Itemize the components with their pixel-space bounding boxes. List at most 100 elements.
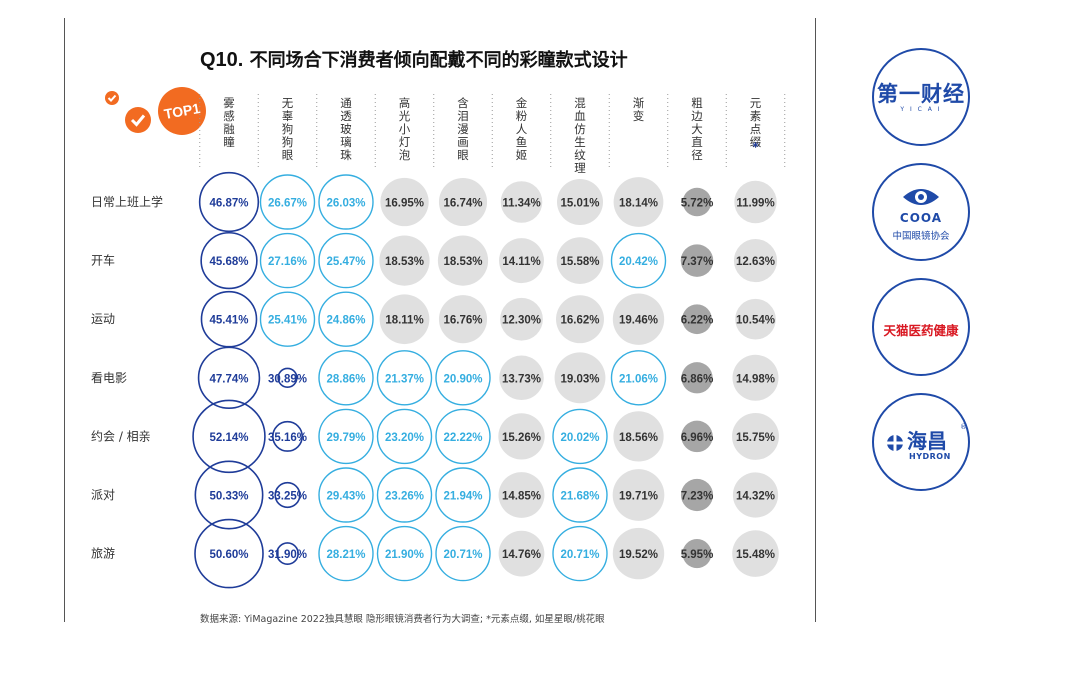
bubble-value-label: 16.74% [443,198,482,210]
bubble-value-label: 12.63% [736,256,775,268]
bubble-value-label: 16.62% [560,315,599,327]
bubble-value-label: 5.72% [681,198,714,210]
yicai-logo-text: 第一财经 [877,82,965,106]
top1-badge-label: TOP1 [163,100,202,122]
bubble-gray [500,297,543,341]
column-header-char: 珠 [340,148,352,162]
bubble-gray [498,530,545,577]
column-header-char: 生 [574,135,586,149]
left-border-line [64,18,65,622]
row-label: 日常上班上学 [91,194,163,209]
bubble-ring-top [194,518,264,589]
bubble-value-label: 18.53% [385,256,424,268]
bubble-value-label: 18.56% [619,432,658,444]
bubble-value-label: 14.11% [502,256,540,268]
bubble-value-label: 50.60% [209,549,248,561]
column-header-char: 直 [691,135,703,149]
column-header-char: 画 [457,135,469,149]
cooa-logo: COOA 中国眼镜协会 [872,163,970,261]
bubble-gray [499,355,544,401]
bubble-ring [552,525,608,582]
bubble-ring [552,467,608,523]
column-header-char: 小 [399,122,411,136]
bubble-ring-top [271,420,303,452]
bubble-gray-small [681,362,713,394]
bubble-gray-small [680,244,714,277]
bubble-value-label: 12.30% [502,315,541,327]
bubble-value-label: 47.74% [209,373,248,385]
bubble-value-label: 19.52% [619,549,658,561]
bubble-gray [379,294,430,345]
column-header-char: 变 [633,109,645,123]
column-header-char: 金 [516,96,528,110]
hydron-logo-sub: HYDRON [909,452,951,461]
top1-badge [158,87,206,135]
bubble-value-label: 21.06% [619,373,658,385]
bubble-value-label: 19.71% [619,491,658,503]
column-header-char: 鱼 [516,135,528,149]
bubble-ring [318,525,374,582]
column-header-char: 透 [340,109,352,123]
bubble-gray [734,180,777,224]
bubble-value-label: 16.76% [443,315,482,327]
bubble-value-label: 25.47% [326,256,365,268]
bubble-gray [612,293,665,345]
bubble-value-label: 21.90% [385,549,424,561]
bubble-ring [376,350,433,406]
bubble-value-label: 15.48% [736,549,775,561]
column-header: 渐变 [633,96,645,123]
column-header-char: 点 [750,122,762,136]
bubble-value-label: 45.68% [209,256,248,268]
cooa-logo-sub: 中国眼镜协会 [892,231,950,242]
bubble-gray [438,295,488,344]
bubble-value-label: 52.14% [209,432,248,444]
bubble-value-label: 18.11% [385,315,423,327]
column-header-char: 姬 [516,148,528,162]
bubble-value-label: 14.32% [736,491,775,503]
bubble-ring [318,408,374,465]
source-footnote: 数据来源: YiMagazine 2022独具慧眼 隐形眼镜消费者行为大调查; … [200,614,605,625]
bubble-value-label: 15.75% [736,432,775,444]
bubble-gray-small [682,304,712,335]
check-mark-icon [130,114,146,127]
bubble-gray [438,177,488,227]
bubble-value-label: 21.37% [385,373,424,385]
bubble-ring [552,408,608,465]
bubble-value-label: 14.85% [502,491,541,503]
small-check-mark [107,94,117,102]
bubble-gray [554,352,606,404]
yicai-logo: 第一财经 Y I C A I [872,48,970,146]
bubble-value-label: 28.86% [326,373,365,385]
bubble-value-label: 6.22% [681,315,714,327]
bubble-value-label: 31.90% [268,549,307,561]
column-header-char: 泡 [399,148,411,162]
column-header-char: 径 [691,148,703,162]
bubble-gray [498,472,545,518]
bubble-gray [500,181,543,223]
column-header-char: 粗 [691,96,703,110]
column-header-char: 璃 [340,135,352,149]
bubble-value-label: 22.22% [443,432,482,444]
column-header-char: 光 [399,109,411,123]
bubble-value-label: 18.53% [443,256,482,268]
chart-title: Q10. 不同场合下消费者倾向配戴不同的彩瞳款式设计 [200,46,628,72]
column-header-char: 理 [574,161,586,175]
bubble-gray [556,295,604,344]
bubble-ring-top [197,346,261,410]
column-header-char: 泪 [457,109,469,123]
column-header-char: 融 [223,122,235,136]
bubble-gray [732,472,779,518]
bubble-value-label: 26.67% [268,198,307,210]
row-label: 运动 [91,312,115,326]
column-header-char: 仿 [574,122,586,136]
right-divider-line [815,18,816,622]
column-header-asterisk: * [752,140,759,154]
column-header-char: 人 [516,122,528,136]
bubble-value-label: 27.16% [268,256,307,268]
bubble-value-label: 24.86% [326,315,365,327]
column-header-char: 感 [223,109,235,123]
